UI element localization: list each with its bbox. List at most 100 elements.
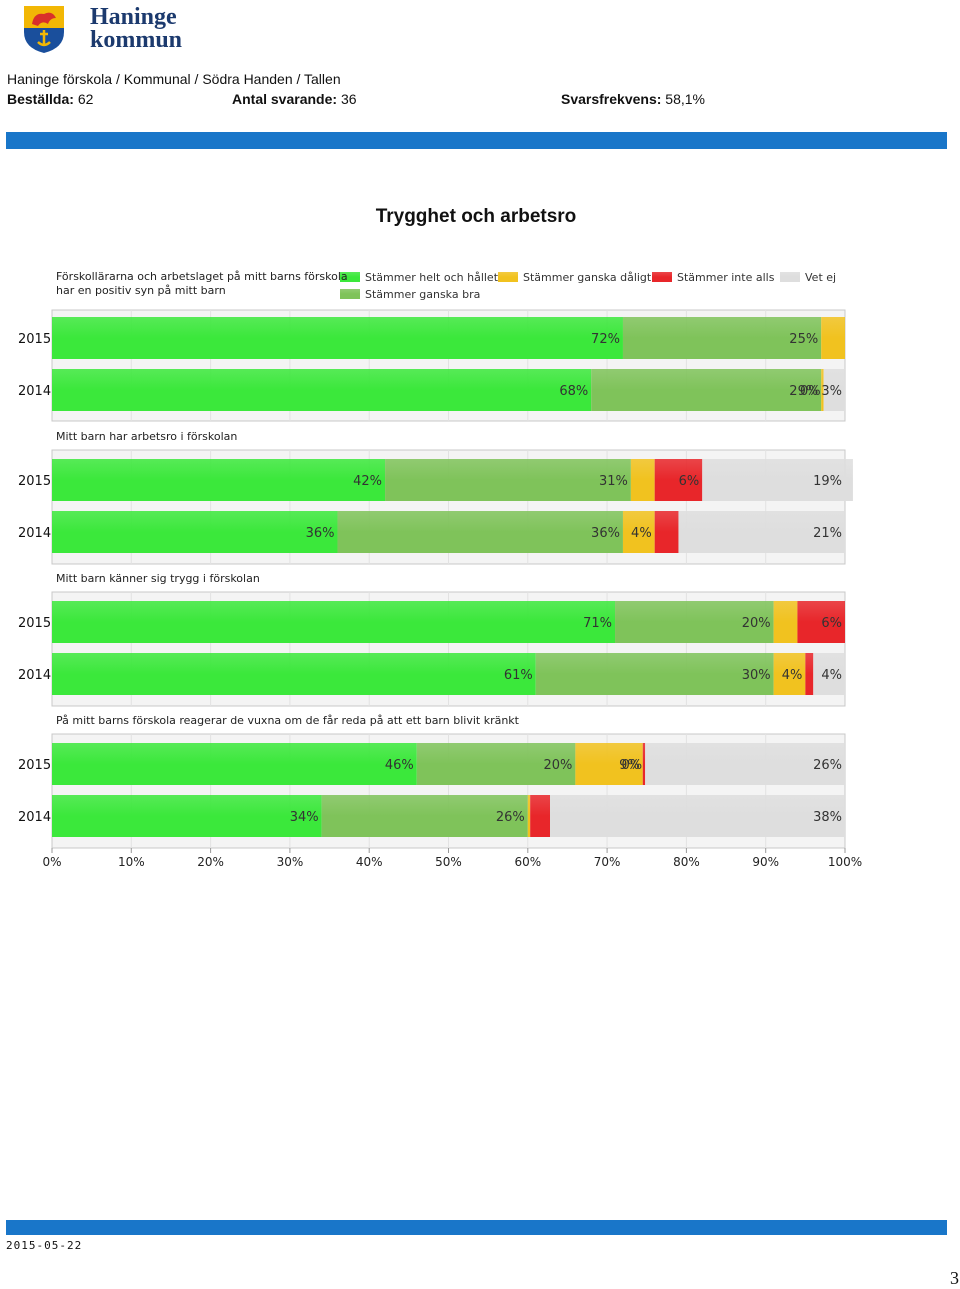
data-label: 6% bbox=[679, 474, 700, 489]
year-label: 2015 bbox=[18, 758, 51, 773]
question-label: har en positiv syn på mitt barn bbox=[56, 284, 226, 297]
ordered-stat: Beställda: 62 bbox=[7, 91, 93, 107]
data-label: 26% bbox=[813, 758, 842, 773]
bar-segment bbox=[591, 369, 822, 411]
x-tick-label: 90% bbox=[752, 855, 779, 869]
question-label: På mitt barns förskola reagerar de vuxna… bbox=[56, 714, 520, 727]
data-label: 34% bbox=[290, 810, 319, 825]
bar-segment bbox=[678, 511, 845, 553]
bar-segment bbox=[642, 743, 646, 785]
bar-segment bbox=[773, 653, 806, 695]
data-label: 46% bbox=[385, 758, 414, 773]
data-label: 4% bbox=[631, 526, 652, 541]
bar-segment bbox=[821, 317, 845, 359]
data-label: 4% bbox=[821, 668, 842, 683]
data-label: 20% bbox=[543, 758, 572, 773]
bar-segment bbox=[813, 653, 845, 695]
ordered-label: Beställda: bbox=[7, 91, 74, 107]
legend-swatch bbox=[340, 272, 360, 282]
data-label: 3% bbox=[821, 384, 842, 399]
legend-label: Stämmer helt och hållet bbox=[365, 271, 499, 284]
data-label: 4% bbox=[782, 668, 803, 683]
data-label: 30% bbox=[742, 668, 771, 683]
bar-segment bbox=[337, 511, 623, 553]
stacked-bar-chart: Stämmer helt och hållet Stämmer ganska br… bbox=[18, 270, 862, 869]
bar-segment bbox=[530, 795, 551, 837]
data-label: 0% bbox=[800, 384, 821, 399]
chart-title: Trygghet och arbetsro bbox=[375, 206, 577, 227]
response-rate-label: Svarsfrekvens: bbox=[561, 91, 662, 107]
bar-segment bbox=[645, 743, 845, 785]
breadcrumb: Haninge förskola / Kommunal / Södra Hand… bbox=[7, 71, 341, 87]
respondents-value: 36 bbox=[340, 91, 357, 107]
year-label: 2015 bbox=[18, 474, 51, 489]
data-label: 20% bbox=[742, 616, 771, 631]
bar-segment bbox=[805, 653, 814, 695]
data-label: 68% bbox=[559, 384, 588, 399]
bar-segment bbox=[416, 743, 576, 785]
coat-of-arms-icon bbox=[24, 6, 64, 53]
bar-segment bbox=[52, 317, 623, 359]
bar-segment bbox=[773, 601, 798, 643]
bar-segment bbox=[622, 511, 655, 553]
data-label: 9% bbox=[619, 758, 640, 773]
data-label: 29% bbox=[789, 384, 818, 399]
year-label: 2014 bbox=[18, 384, 51, 399]
respondents-label: Antal svarande: bbox=[232, 91, 338, 107]
bar-segment bbox=[52, 653, 536, 695]
x-tick-label: 50% bbox=[435, 855, 462, 869]
legend-label: Stämmer ganska bra bbox=[365, 288, 480, 301]
question-label: Mitt barn känner sig trygg i förskolan bbox=[56, 572, 260, 585]
bar-segment bbox=[702, 459, 853, 501]
bar-segment bbox=[797, 601, 845, 643]
response-rate-stat: Svarsfrekvens: 58,1% bbox=[561, 91, 705, 107]
data-label: 72% bbox=[591, 332, 620, 347]
ordered-value: 62 bbox=[77, 91, 94, 107]
bar-segment bbox=[622, 317, 822, 359]
logo-line1: Haninge bbox=[90, 4, 177, 30]
bar-segment bbox=[654, 459, 703, 501]
x-tick-label: 60% bbox=[514, 855, 541, 869]
bar-segment bbox=[321, 795, 528, 837]
bar-segment bbox=[615, 601, 774, 643]
haninge-logo: Haninge kommun bbox=[22, 4, 182, 54]
legend-swatch bbox=[340, 289, 360, 299]
legend-swatch bbox=[498, 272, 518, 282]
x-tick-label: 70% bbox=[594, 855, 621, 869]
logo-line2: kommun bbox=[90, 27, 183, 53]
data-label: 38% bbox=[813, 810, 842, 825]
x-tick-label: 30% bbox=[277, 855, 304, 869]
bar-segment bbox=[52, 369, 592, 411]
data-label: 71% bbox=[583, 616, 612, 631]
bar-segment bbox=[385, 459, 631, 501]
data-label: 6% bbox=[821, 616, 842, 631]
year-label: 2014 bbox=[18, 810, 51, 825]
x-tick-label: 20% bbox=[197, 855, 224, 869]
data-label: 19% bbox=[813, 474, 842, 489]
x-tick-label: 40% bbox=[356, 855, 383, 869]
report-date: 2015-05-22 bbox=[6, 1239, 83, 1252]
bar-segment bbox=[654, 511, 679, 553]
legend-label: Stämmer inte alls bbox=[677, 271, 775, 284]
data-label: 26% bbox=[496, 810, 525, 825]
bar-segment bbox=[52, 511, 338, 553]
bar-segment bbox=[527, 795, 531, 837]
bar-segment bbox=[821, 369, 824, 411]
page-number: 3 bbox=[950, 1268, 959, 1288]
bar-segment bbox=[823, 369, 845, 411]
bar-segment bbox=[575, 743, 643, 785]
response-rate-value: 58,1% bbox=[665, 91, 705, 107]
x-tick-label: 10% bbox=[118, 855, 145, 869]
legend-swatch bbox=[652, 272, 672, 282]
header-divider-bar bbox=[6, 132, 947, 149]
year-label: 2015 bbox=[18, 616, 51, 631]
year-label: 2014 bbox=[18, 526, 51, 541]
logo-text: Haninge kommun bbox=[90, 4, 183, 53]
data-label: 0% bbox=[622, 758, 643, 773]
bar-segment bbox=[52, 459, 386, 501]
question-label: Mitt barn har arbetsro i förskolan bbox=[56, 430, 237, 443]
x-tick-label: 0% bbox=[42, 855, 61, 869]
data-label: 31% bbox=[599, 474, 628, 489]
data-label: 21% bbox=[813, 526, 842, 541]
data-label: 36% bbox=[306, 526, 335, 541]
